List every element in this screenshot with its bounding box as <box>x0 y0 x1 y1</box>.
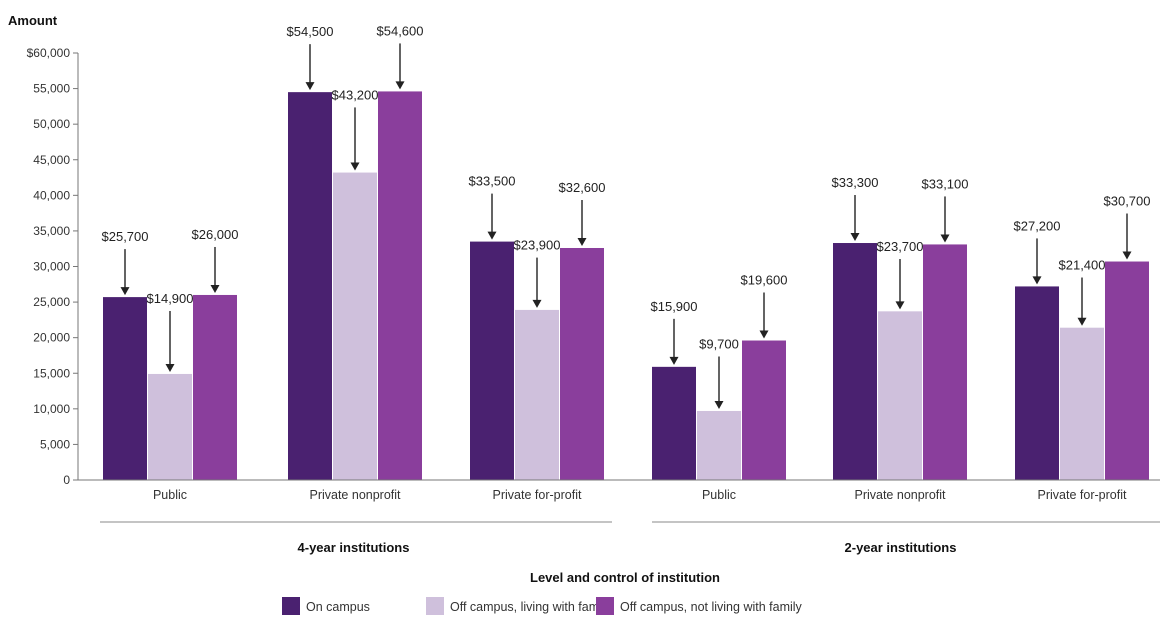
label-arrow-head <box>669 356 679 365</box>
y-tick-label: 5,000 <box>40 437 70 451</box>
bar <box>1060 327 1104 480</box>
data-label: $26,000 <box>192 227 239 242</box>
label-arrow-head <box>714 400 724 409</box>
label-arrow-head <box>210 284 220 293</box>
bar <box>470 241 514 480</box>
category-label: Public <box>153 488 187 502</box>
bar <box>288 92 332 481</box>
bar <box>148 373 192 480</box>
label-arrow-head <box>759 330 769 339</box>
legend-swatch <box>596 597 614 615</box>
data-label: $9,700 <box>699 337 739 352</box>
y-tick-label: 55,000 <box>33 82 70 96</box>
label-arrow-head <box>1032 276 1042 285</box>
data-label: $54,500 <box>287 24 334 39</box>
label-arrow-head <box>487 231 497 240</box>
label-arrow-head <box>850 233 860 242</box>
data-labels: $25,700 $14,900 $26,000 $54,500 $43,200 $54,6… <box>102 23 1151 409</box>
x-axis-title: Level and control of institution <box>530 570 720 585</box>
label-arrow-head <box>350 162 360 171</box>
bar <box>742 340 786 480</box>
y-tick-label: $60,000 <box>27 46 71 60</box>
category-label: Private for-profit <box>493 488 582 502</box>
data-label: $33,100 <box>922 176 969 191</box>
bar <box>652 366 696 480</box>
label-arrow-head <box>1122 251 1132 260</box>
legend-swatch <box>282 597 300 615</box>
data-label: $54,600 <box>377 23 424 38</box>
legend-label: Off campus, living with family <box>450 600 612 614</box>
bar <box>378 91 422 481</box>
label-arrow-head <box>305 82 315 91</box>
label-arrow-head <box>577 237 587 246</box>
y-tick-label: 25,000 <box>33 295 70 309</box>
data-label: $21,400 <box>1059 258 1106 273</box>
group-label: 2-year institutions <box>845 540 957 555</box>
category-label: Public <box>702 488 736 502</box>
bar <box>333 172 377 480</box>
x-axis: Public Private nonprofit Private for-profi… <box>78 479 1160 502</box>
y-axis-title: Amount <box>8 13 58 28</box>
category-label: Private nonprofit <box>309 488 401 502</box>
group-labels: 4-year institutions 2-year institutions <box>100 521 1160 555</box>
y-tick-label: 45,000 <box>33 153 70 167</box>
y-tick-label: 10,000 <box>33 402 70 416</box>
bar <box>560 247 604 480</box>
label-arrow-head <box>895 301 905 310</box>
legend: On campus Off campus, living with family O… <box>282 597 803 615</box>
label-arrow-head <box>165 363 175 372</box>
label-arrow-head <box>1077 317 1087 326</box>
y-tick-label: 0 <box>63 473 70 487</box>
y-tick-label: 20,000 <box>33 331 70 345</box>
y-tick-label: 40,000 <box>33 188 70 202</box>
category-label: Private for-profit <box>1038 488 1127 502</box>
bars <box>103 91 1149 481</box>
label-arrow-head <box>120 287 130 296</box>
data-label: $32,600 <box>559 180 606 195</box>
legend-label: On campus <box>306 600 370 614</box>
data-label: $30,700 <box>1104 194 1151 209</box>
legend-swatch <box>426 597 444 615</box>
bar <box>515 309 559 480</box>
category-label: Private nonprofit <box>854 488 946 502</box>
data-label: $23,900 <box>514 238 561 253</box>
bar <box>1105 261 1149 480</box>
bar <box>103 297 147 480</box>
label-arrow-head <box>940 234 950 243</box>
bar <box>193 294 237 480</box>
data-label: $43,200 <box>332 87 379 102</box>
data-label: $14,900 <box>147 291 194 306</box>
y-tick-label: 30,000 <box>33 260 70 274</box>
label-arrow-head <box>532 299 542 308</box>
data-label: $19,600 <box>741 273 788 288</box>
bar <box>697 410 741 480</box>
data-label: $25,700 <box>102 229 149 244</box>
data-label: $33,500 <box>469 174 516 189</box>
label-arrow-head <box>395 81 405 90</box>
bar <box>1015 286 1059 480</box>
legend-label: Off campus, not living with family <box>620 600 803 614</box>
data-label: $33,300 <box>832 175 879 190</box>
group-label: 4-year institutions <box>298 540 410 555</box>
y-axis: 0 5,000 10,000 15,000 20,000 25,000 30,000 35,0… <box>27 46 79 487</box>
bar <box>878 311 922 480</box>
y-tick-label: 35,000 <box>33 224 70 238</box>
y-tick-label: 15,000 <box>33 366 70 380</box>
data-label: $27,200 <box>1014 218 1061 233</box>
bar <box>923 244 967 480</box>
data-label: $15,900 <box>651 299 698 314</box>
data-label: $23,700 <box>877 239 924 254</box>
bar <box>833 243 877 480</box>
y-tick-label: 50,000 <box>33 117 70 131</box>
